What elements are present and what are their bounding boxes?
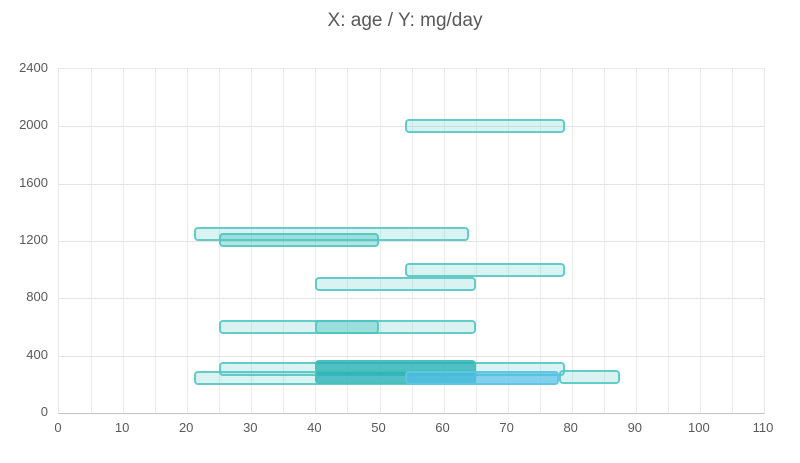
x-tick-label: 70 <box>499 420 514 435</box>
range-bar <box>558 370 620 385</box>
gridline-horizontal <box>59 298 764 300</box>
y-tick-label: 0 <box>40 404 48 419</box>
x-tick-label: 10 <box>114 420 130 435</box>
gridline-horizontal <box>59 126 764 128</box>
x-tick-label: 100 <box>688 420 710 435</box>
range-bar <box>405 119 566 134</box>
x-tick-label: 60 <box>435 420 450 435</box>
chart-title: X: age / Y: mg/day <box>327 10 483 31</box>
range-bar <box>405 262 566 277</box>
y-tick-label: 400 <box>26 346 48 362</box>
x-tick-label: 50 <box>371 420 386 435</box>
x-tick-label: 20 <box>178 420 194 435</box>
x-tick-label: 90 <box>627 420 643 435</box>
range-bar <box>315 277 476 291</box>
y-tick-label: 1200 <box>19 232 48 247</box>
y-tick-label: 2000 <box>19 117 48 133</box>
x-tick-label: 30 <box>243 420 258 435</box>
range-bar <box>315 320 380 334</box>
y-tick-label: 800 <box>26 289 48 305</box>
x-tick-label: 40 <box>307 420 322 435</box>
gridline-horizontal <box>59 183 764 185</box>
x-tick-label: 110 <box>752 420 774 435</box>
gridline-horizontal <box>59 355 764 357</box>
x-tick-label: 80 <box>563 420 578 435</box>
plot-area <box>58 68 765 414</box>
range-bar <box>219 233 380 248</box>
y-tick-label: 2400 <box>19 60 48 75</box>
gridline-horizontal <box>59 241 764 242</box>
range-bar <box>405 370 559 385</box>
x-tick-label: 0 <box>54 420 62 435</box>
y-tick-label: 1600 <box>19 174 48 190</box>
